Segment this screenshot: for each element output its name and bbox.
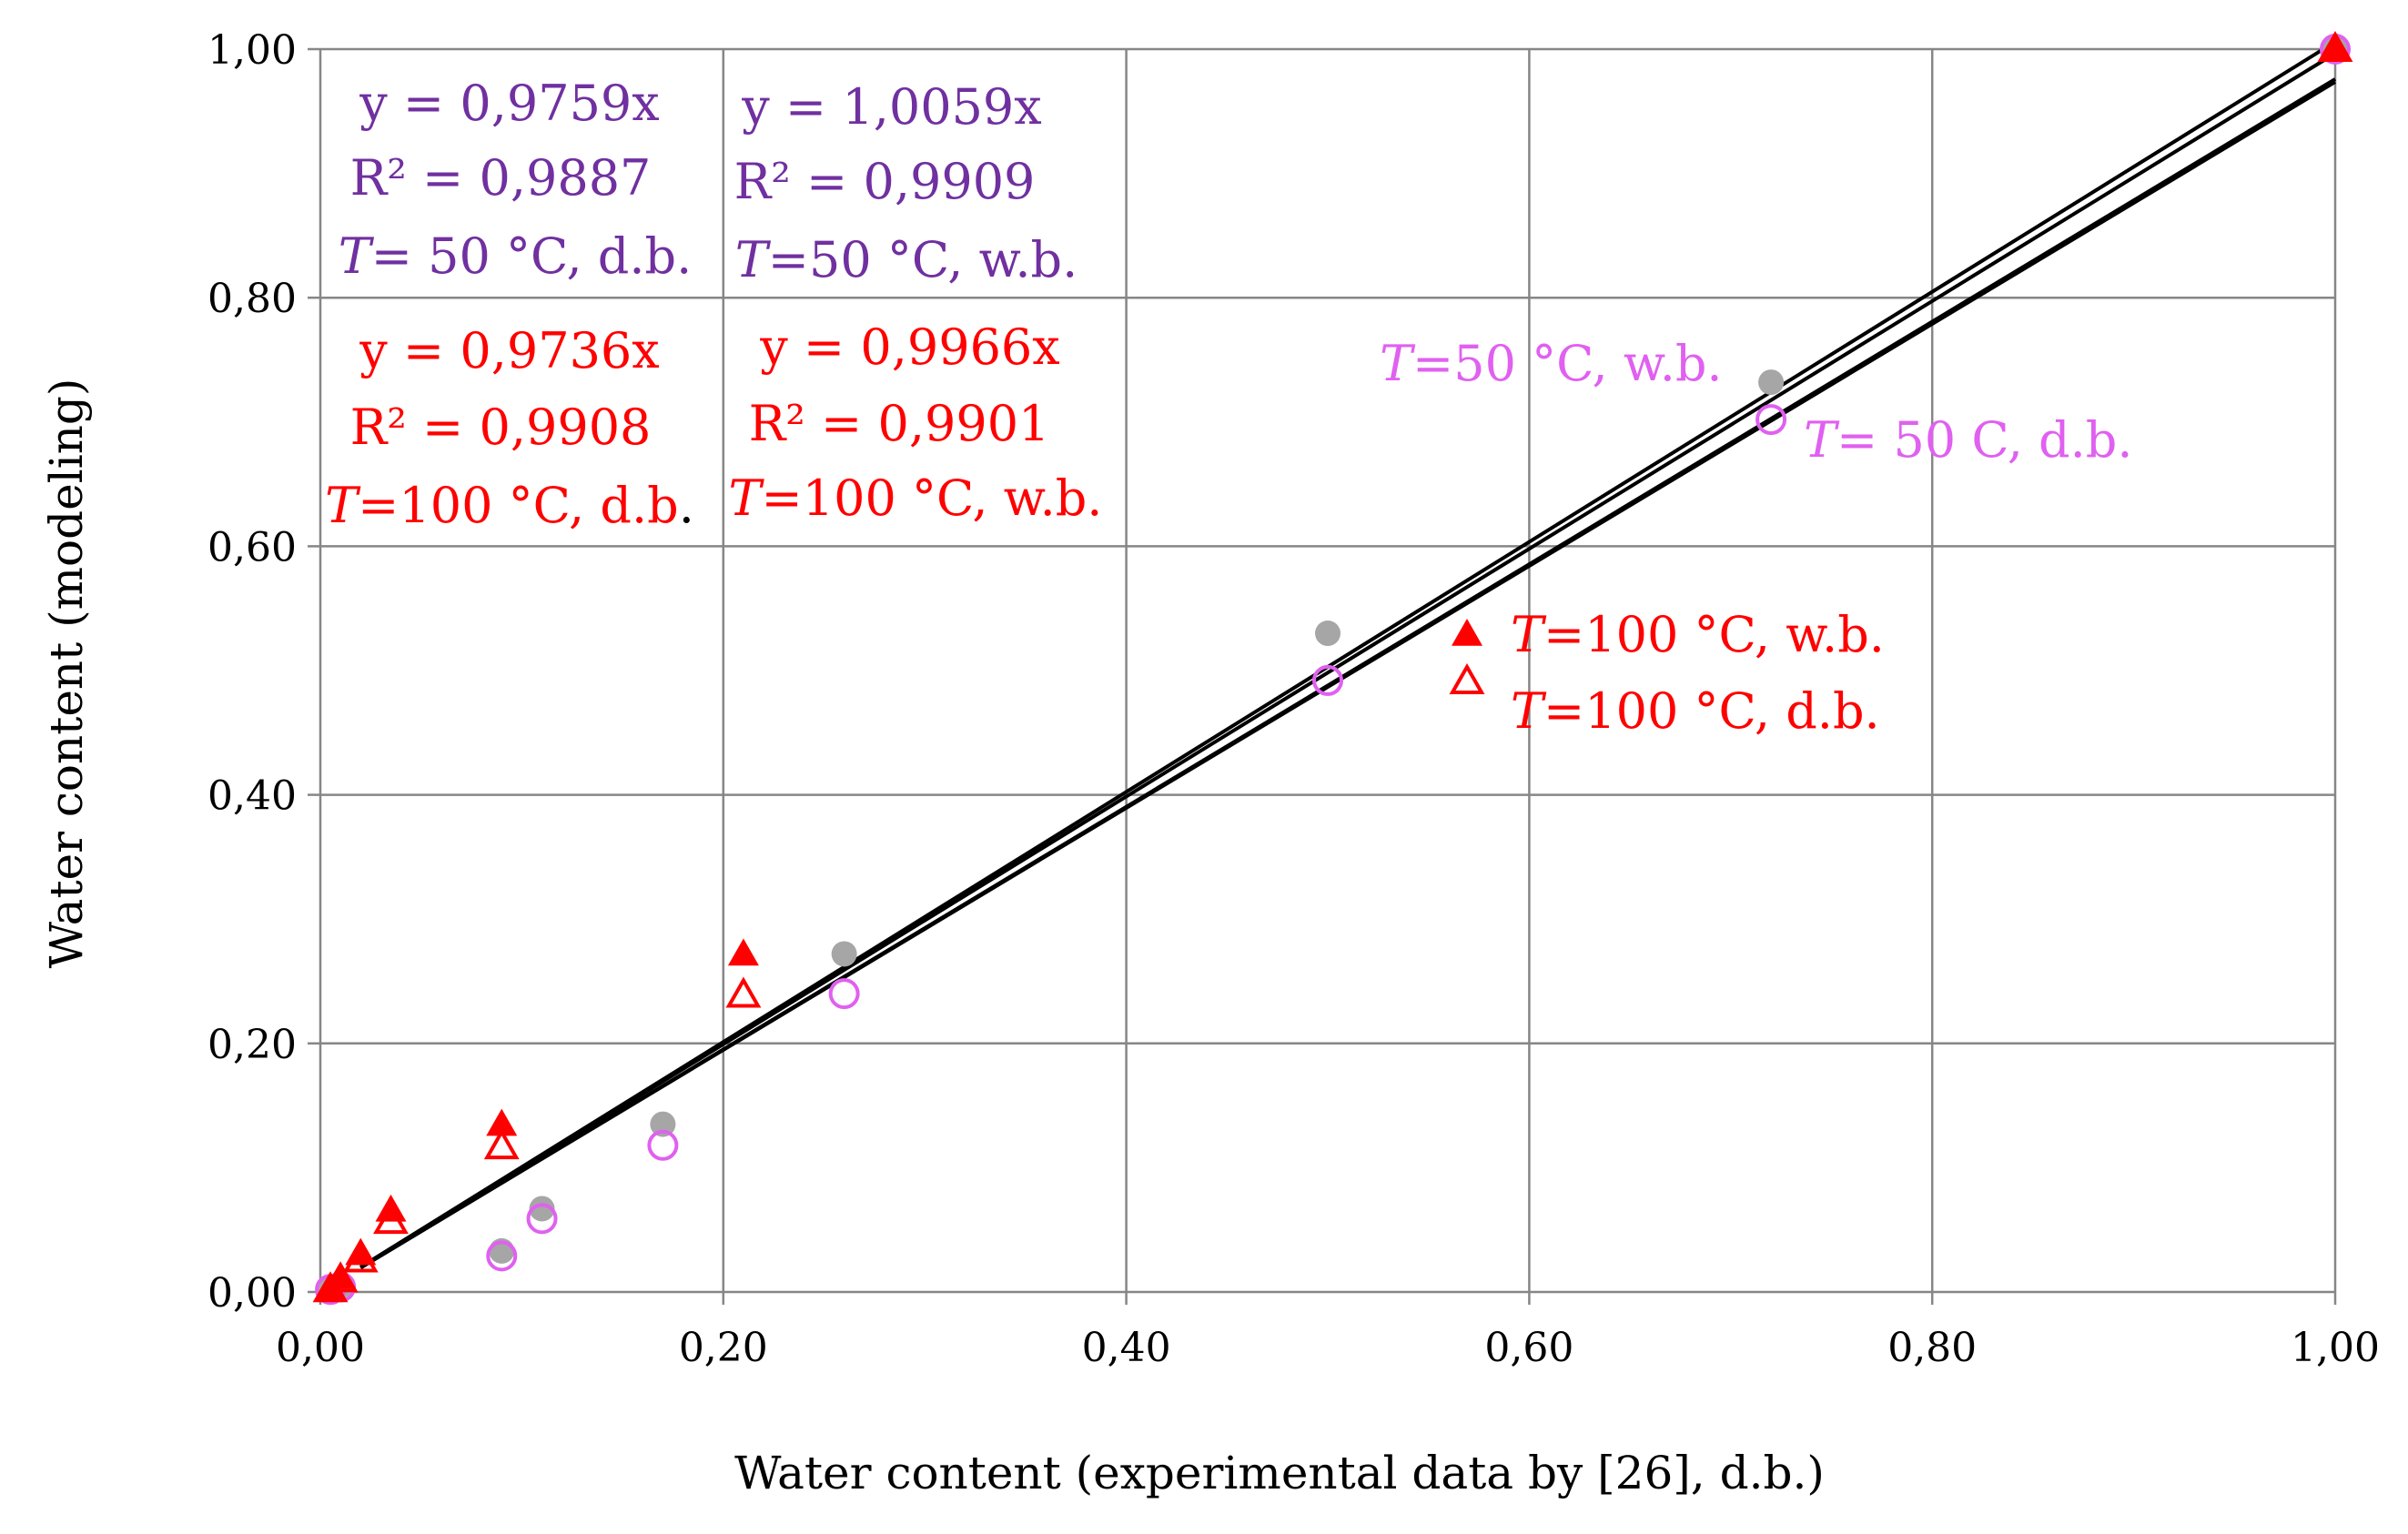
annotation-d50-equation: y = 0,9759x (359, 75, 659, 132)
annotation-w50: y = 1,0059x R² = 0,9909 T=50 °C, w.b. (734, 78, 1078, 288)
x-tick-label: 1,00 (2291, 1325, 2380, 1371)
annotation-d50: y = 0,9759x R² = 0,9887 T= 50 °C, d.b. (339, 75, 693, 285)
data-point (529, 1196, 555, 1222)
x-axis-ticks: 0,00 0,20 0,40 0,60 0,80 1,00 (276, 1325, 2380, 1371)
y-tick-label: 0,80 (207, 276, 297, 322)
x-tick-label: 0,80 (1887, 1325, 1977, 1371)
annotation-w100-r2: R² = 0,9901 (749, 395, 1050, 452)
data-point (342, 1241, 379, 1273)
trendlines (359, 40, 2337, 1270)
annotation-d50-temperature: T= 50 °C, d.b. (339, 227, 693, 285)
data-point (725, 976, 762, 1008)
data-point (1312, 664, 1343, 696)
data-points (312, 30, 2353, 1306)
annotation-w50-temperature: T=50 °C, w.b. (735, 231, 1078, 288)
trendline (359, 51, 2337, 1269)
series-open-triangle (312, 30, 2353, 1303)
data-point (2320, 34, 2351, 61)
x-axis-title: Water content (experimental data by [26]… (734, 1447, 1825, 1499)
label-w100: T=100 °C, w.b. (1511, 606, 1885, 663)
annotation-d100: y = 0,9736x R² = 0,9908 T=100 °C, d.b. (325, 322, 694, 534)
data-point (831, 941, 857, 967)
data-point (373, 1203, 409, 1235)
grid-lines (308, 47, 2337, 1305)
annotation-d100-temperature: T=100 °C, d.b. (325, 477, 694, 534)
data-point (1315, 621, 1341, 647)
data-point (647, 1129, 679, 1161)
x-tick-label: 0,60 (1484, 1325, 1573, 1371)
annotation-d100-r2: R² = 0,9908 (350, 399, 652, 456)
data-point (650, 1111, 676, 1137)
label-marker-d100 (1449, 662, 1485, 694)
data-point (1755, 404, 1787, 436)
annotation-w100: y = 0,9966x R² = 0,9901 T=100 °C, w.b. (729, 318, 1103, 527)
data-point (322, 1261, 359, 1293)
data-point (526, 1203, 558, 1235)
y-tick-label: 0,00 (207, 1270, 297, 1317)
annotation-w50-equation: y = 1,0059x (741, 78, 1041, 136)
label-d100: T=100 °C, d.b. (1511, 682, 1880, 740)
data-point (2317, 30, 2353, 62)
y-tick-label: 0,40 (207, 773, 297, 820)
series-labels: T=50 °C, w.b. T= 50 C, d.b. T=100 °C, w.… (1380, 335, 2133, 740)
data-point (312, 1271, 349, 1303)
data-point (486, 1108, 518, 1136)
data-point (1758, 369, 1785, 396)
annotation-d100-equation: y = 0,9736x (359, 322, 659, 379)
y-tick-label: 0,20 (207, 1022, 297, 1068)
x-tick-label: 0,40 (1082, 1325, 1171, 1371)
annotation-w50-r2: R² = 0,9909 (734, 153, 1036, 210)
annotation-w100-temperature: T=100 °C, w.b. (729, 469, 1103, 527)
label-w50: T=50 °C, w.b. (1380, 335, 1723, 392)
y-tick-label: 1,00 (207, 27, 297, 74)
data-point (483, 1128, 520, 1160)
data-point (486, 1240, 518, 1272)
annotation-d50-r2: R² = 0,9887 (350, 149, 652, 207)
x-tick-label: 0,20 (679, 1325, 768, 1371)
label-marker-w100 (1452, 619, 1482, 646)
x-tick-label: 0,00 (276, 1325, 365, 1371)
y-tick-label: 0,60 (207, 524, 297, 570)
trendline (359, 80, 2337, 1270)
y-axis-title: Water content (modeling) (40, 378, 93, 969)
label-markers (1449, 619, 1485, 694)
data-point (828, 978, 860, 1010)
data-point (727, 938, 759, 966)
label-d50: T= 50 C, d.b. (1804, 411, 2133, 469)
annotation-w100-equation: y = 0,9966x (759, 318, 1059, 376)
y-axis-ticks: 0,00 0,20 0,40 0,60 0,80 1,00 (207, 27, 297, 1317)
